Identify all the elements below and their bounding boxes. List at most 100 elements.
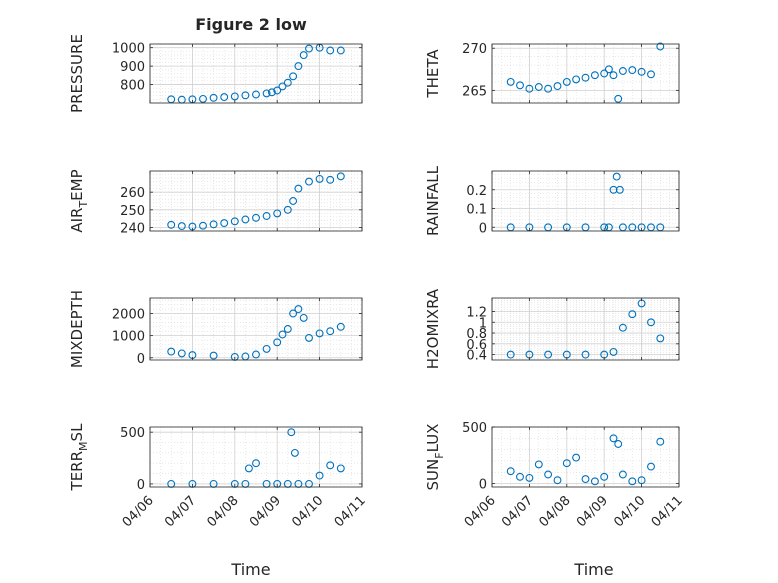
y-tick-label: 240 [120,221,145,236]
data-point [534,83,543,91]
data-point [609,434,618,443]
data-point [647,318,655,327]
data-point [506,350,515,359]
data-point [273,209,282,218]
data-point [600,69,609,78]
y-tick-label: 265 [462,84,487,99]
data-point [283,78,292,87]
y-axis-label: THETA [424,49,442,99]
data-point [252,90,260,99]
data-point [656,437,665,446]
axes-frame [491,297,680,361]
subplot-3: 240 250 260 AIRTEMP [68,169,363,236]
axes-frame [491,426,680,488]
y-axis-label: MIXDEPTH [68,290,86,368]
data-point [220,219,229,228]
data-point [525,84,534,93]
data-point [273,86,282,95]
y-tick-label: 0 [479,478,487,493]
data-point [252,350,260,359]
subplot-5: 0 1000 2000 MIXDEPTH [68,290,363,368]
data-point [289,309,298,318]
data-point [544,350,553,359]
data-point [534,460,543,469]
axes-frame [149,426,363,488]
axes-frame [149,297,363,361]
data-point [336,464,345,473]
data-point [220,93,229,102]
data-point [590,71,599,80]
data-point [199,94,207,103]
x-tick-label: 04/11 [649,493,686,530]
y-axis-label: H2OMIXRA [424,288,442,369]
data-point [562,77,571,86]
y-tick-label: 0 [479,221,487,236]
y-tick-label: 0.2 [466,184,487,199]
data-point [553,476,562,485]
data-point [618,67,627,75]
data-point [262,89,271,98]
data-point [315,174,324,183]
data-point [516,472,524,481]
data-point [209,220,218,229]
data-point [167,347,176,356]
x-tick-label: 04/10 [289,493,326,530]
data-point [544,470,553,479]
data-point [278,330,287,339]
data-point [637,476,646,485]
y-axis-label: TERRMSL [68,423,90,492]
x-tick-label: 04/07 [499,493,536,530]
data-point [609,347,618,356]
axes-frame [491,43,680,104]
data-point [252,459,260,468]
axes-frame [491,170,680,232]
data-point [305,333,313,342]
data-point [177,222,186,231]
subplot-1: 800 900 1000 PRESSURE [68,34,363,113]
data-point [199,221,207,230]
data-point [553,82,562,91]
y-axis-label: PRESSURE [68,34,86,113]
x-tick-label: 04/06 [120,493,157,530]
subplot-2: 265 270 THETA [424,42,680,104]
data-point [167,220,176,229]
y-tick-label: 0.4 [466,349,487,364]
y-axis-label: RAINFALL [424,165,442,236]
data-point [656,334,665,343]
x-tick-label: 04/07 [162,493,199,530]
y-tick-label: 1.2 [466,305,487,320]
data-point [209,351,218,360]
data-point [600,472,609,481]
data-point [618,323,627,332]
subplot-6: 0.40.60.811.2 H2OMIXRA [424,288,680,369]
data-point [562,459,571,468]
data-point [336,172,345,181]
y-tick-label: 1000 [112,42,145,57]
data-point [581,475,590,484]
figure-title: Figure 2 low [195,15,307,34]
data-point [572,453,581,462]
data-point [241,215,250,224]
data-point [628,310,637,319]
y-tick-label: 260 [120,186,145,201]
data-point [262,344,271,353]
axes-frame [149,43,363,104]
y-tick-label: 0.8 [466,327,487,342]
data-point [628,477,637,486]
y-tick-label: 900 [120,60,145,75]
data-point [572,75,581,84]
data-point [656,42,665,51]
data-point [283,205,292,214]
data-point [294,184,303,193]
data-point [315,329,324,338]
x-tick-label: 04/09 [574,493,611,530]
axes-frame [149,170,363,232]
y-tick-label: 250 [120,204,145,219]
data-point [336,322,345,331]
data-point [299,51,308,60]
data-point [262,212,271,220]
y-tick-label: 2000 [112,308,145,323]
